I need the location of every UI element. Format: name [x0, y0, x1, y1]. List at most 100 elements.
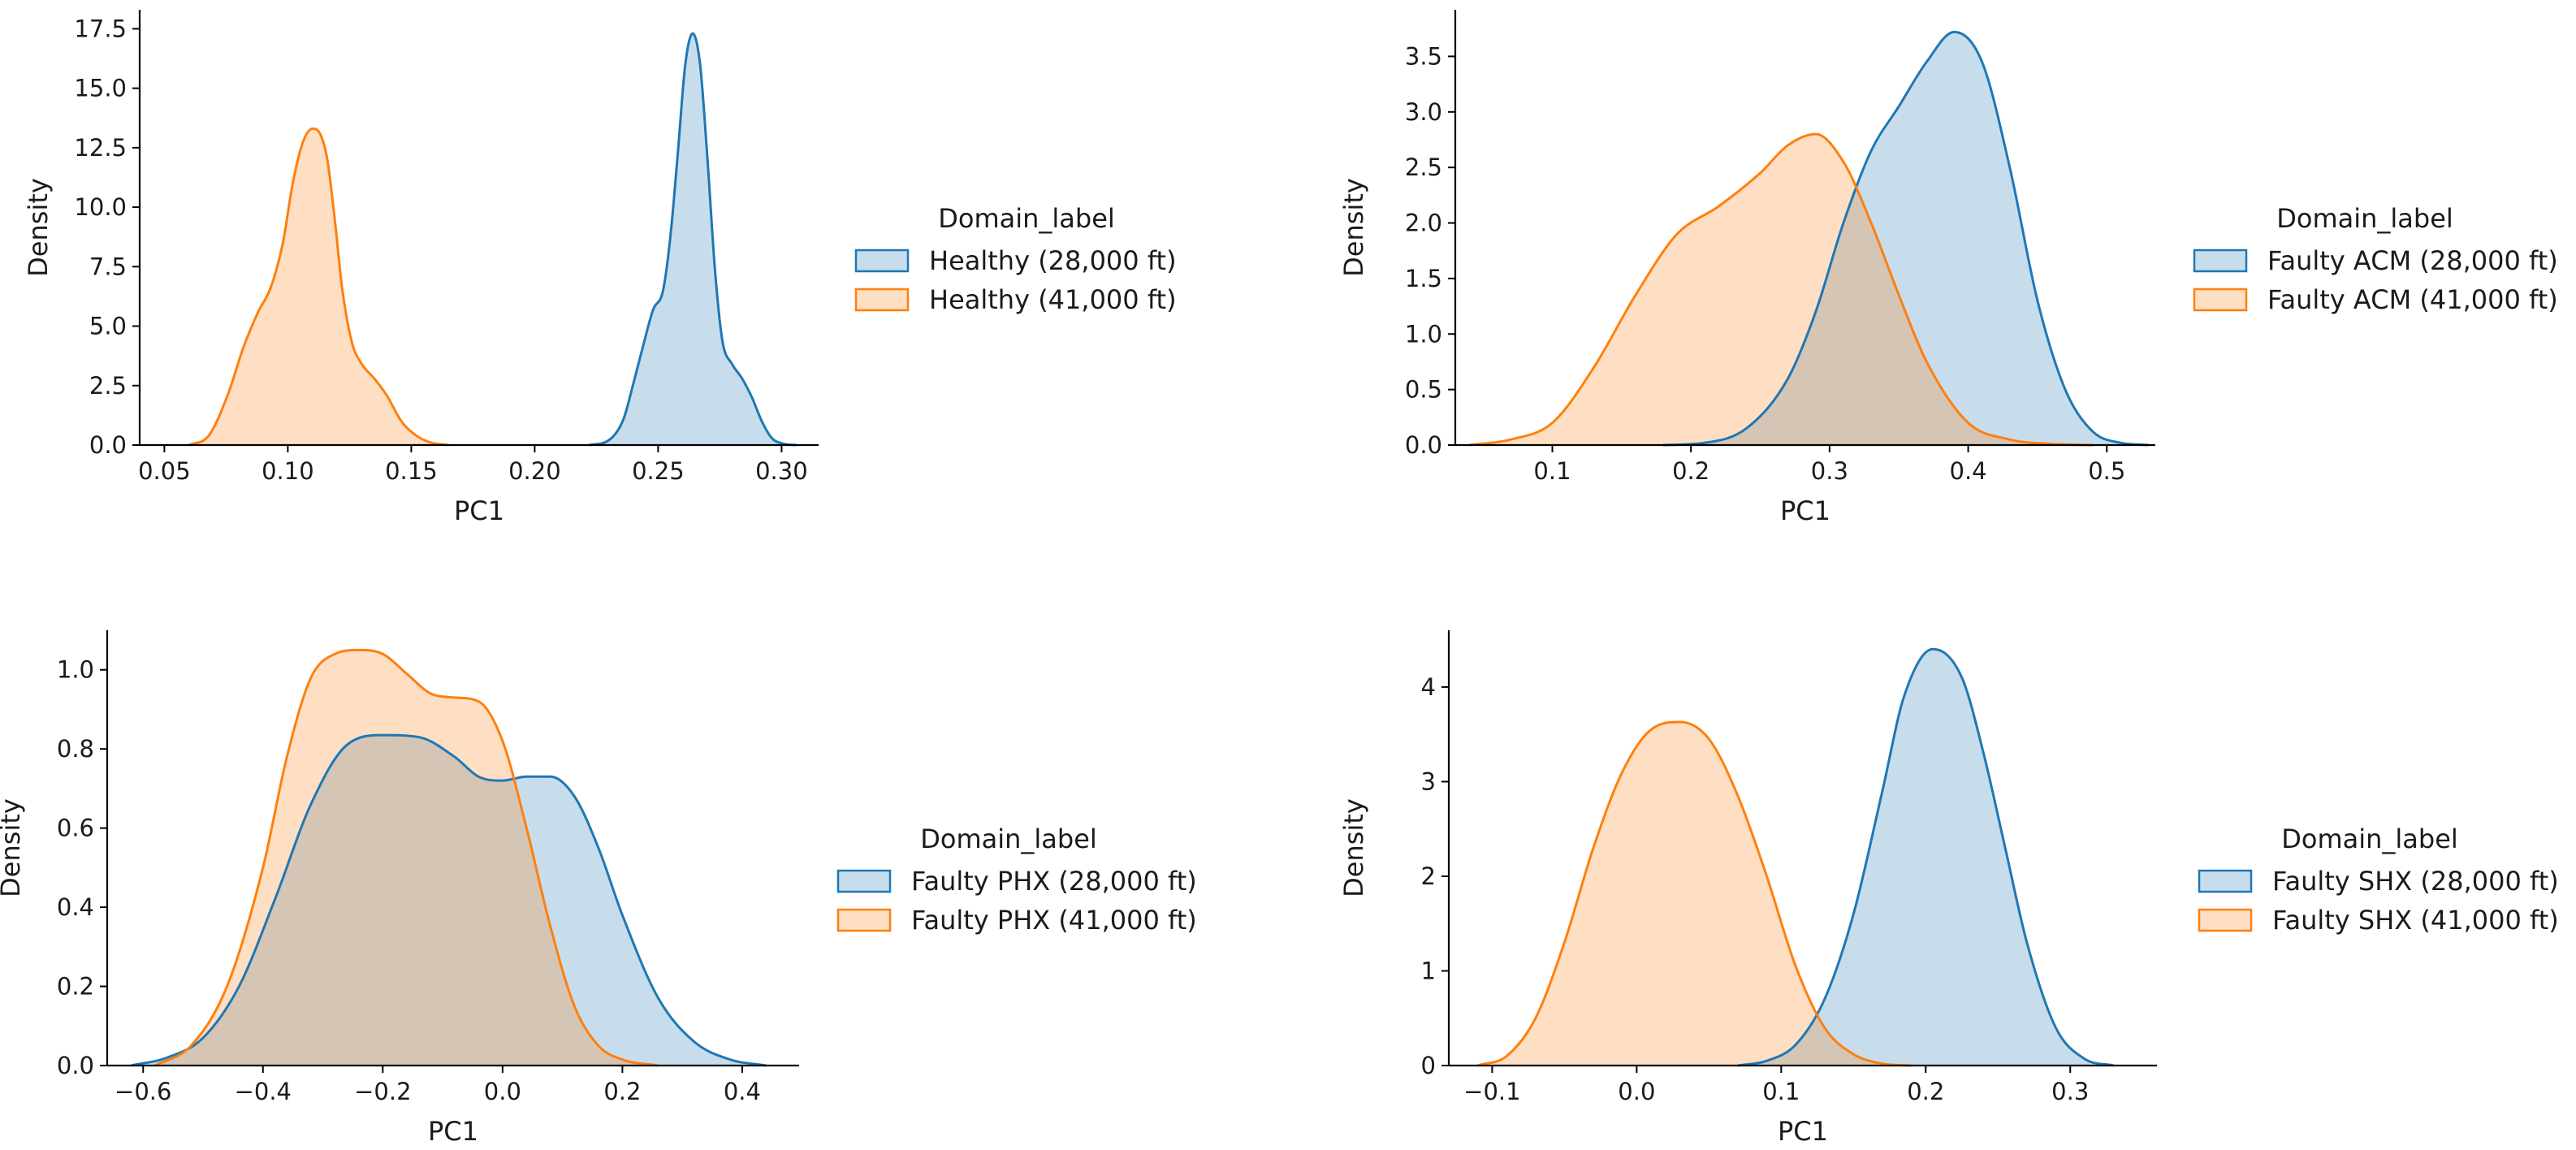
legend: Domain_label Healthy (28,000 ft) Healthy (…	[854, 203, 1177, 315]
legend-swatch-1	[836, 869, 892, 893]
x-tick-label: 0.0	[484, 1078, 521, 1105]
x-axis-label: PC1	[1780, 495, 1830, 526]
kde-area-2	[1469, 134, 2094, 445]
x-tick-label: 0.15	[385, 457, 438, 485]
y-tick-label: 0.8	[57, 735, 94, 763]
kde-area-2	[155, 650, 659, 1066]
legend-label-2: Faulty PHX (41,000 ft)	[911, 905, 1197, 936]
y-tick-label: 2.5	[1405, 153, 1442, 181]
y-tick-label: 15.0	[74, 75, 127, 102]
x-tick-label: 0.10	[261, 457, 314, 485]
legend-title: Domain_label	[920, 824, 1097, 854]
kde-panel-3: −0.6 −0.4 −0.2 0.0 0.2 0.4 0.0 0.2 0.4 0.6 0.8 1.0 P…	[0, 630, 1197, 1147]
legend-label-1: Faulty ACM (28,000 ft)	[2267, 245, 2558, 276]
x-tick-label: −0.1	[1463, 1078, 1520, 1105]
y-tick-label: 1	[1421, 957, 1436, 984]
series-lines	[188, 32, 797, 447]
y-tick-label: 0	[1421, 1052, 1436, 1079]
x-tick-label: 0.05	[138, 457, 191, 485]
kde-line-1	[1737, 647, 2114, 1067]
y-axis-label: Density	[0, 798, 26, 897]
legend-swatch-2	[2193, 288, 2248, 312]
legend-label-1: Faulty PHX (28,000 ft)	[911, 866, 1197, 897]
y-tick-label: 2.5	[89, 372, 127, 400]
x-tick-label: −0.4	[235, 1078, 292, 1105]
y-tick-label: 3.0	[1405, 98, 1442, 126]
kde-area-1	[1663, 32, 2149, 445]
x-tick-label: 0.1	[1762, 1078, 1800, 1105]
kde-line-1	[131, 733, 767, 1067]
legend-title: Domain_label	[938, 203, 1115, 234]
kde-panel-1: 0.05 0.10 0.15 0.20 0.25 0.30 0.0 2.5 5.0 7.5 10.0…	[23, 10, 1177, 526]
y-tick-label: 2	[1421, 862, 1436, 890]
kde-line-2	[188, 127, 449, 447]
series-lines	[131, 648, 767, 1067]
kde-line-2	[154, 648, 659, 1067]
kde-line-2	[1477, 720, 1912, 1067]
kde-panel-4: −0.1 0.0 0.1 0.2 0.3 0 1 2 3 4 PC1 Density Domain_la…	[1338, 630, 2559, 1147]
x-tick-label: 0.1	[1533, 457, 1571, 485]
legend-label-2: Healthy (41,000 ft)	[929, 284, 1177, 315]
y-tick-label: 0.0	[57, 1052, 94, 1079]
x-tick-label: 0.30	[755, 457, 808, 485]
legend-label-1: Healthy (28,000 ft)	[929, 245, 1177, 276]
y-tick-label: 0.0	[89, 431, 127, 459]
y-tick-label: 0.5	[1405, 376, 1442, 404]
x-axis-label: PC1	[454, 495, 504, 526]
x-tick-label: 0.20	[508, 457, 561, 485]
kde-area-2	[188, 128, 449, 445]
legend-swatch-2	[836, 908, 892, 932]
kde-line-1	[1662, 30, 2149, 447]
y-axis-label: Density	[1338, 798, 1369, 897]
y-tick-label: 0.6	[57, 815, 94, 842]
x-tick-label: 0.25	[632, 457, 685, 485]
kde-area-1	[131, 735, 767, 1066]
x-tick-label: 0.3	[2051, 1078, 2089, 1105]
x-tick-label: 0.2	[1907, 1078, 1944, 1105]
x-tick-label: 0.3	[1811, 457, 1848, 485]
x-tick-label: −0.6	[115, 1078, 171, 1105]
x-tick-label: 0.4	[724, 1078, 761, 1105]
y-tick-label: 0.4	[57, 893, 94, 921]
x-tick-label: 0.2	[1672, 457, 1709, 485]
legend: Domain_label Faulty SHX (28,000 ft) Faulty…	[2198, 824, 2559, 936]
y-tick-label: 2.0	[1405, 210, 1442, 237]
y-tick-label: 3	[1421, 767, 1436, 795]
legend-title: Domain_label	[2281, 824, 2458, 854]
y-tick-label: 5.0	[89, 313, 127, 340]
y-tick-label: 4	[1421, 673, 1436, 701]
y-tick-label: 17.5	[74, 15, 127, 42]
y-tick-label: 0.0	[1405, 431, 1442, 459]
kde-area-1	[1737, 649, 2114, 1066]
x-tick-label: −0.2	[354, 1078, 411, 1105]
series-fills	[188, 33, 797, 445]
series-fills	[1469, 32, 2149, 445]
legend-title: Domain_label	[2276, 203, 2453, 234]
legend-swatch-2	[2198, 908, 2253, 932]
kde-area-1	[589, 33, 797, 445]
y-tick-label: 7.5	[89, 253, 127, 280]
kde-line-2	[1468, 132, 2094, 447]
series-fills	[1477, 649, 2114, 1066]
y-tick-label: 1.0	[57, 656, 94, 684]
y-tick-label: 12.5	[74, 134, 127, 162]
y-tick-label: 1.0	[1405, 320, 1442, 348]
y-axis-label: Density	[1338, 178, 1369, 277]
legend-swatch-1	[854, 249, 910, 273]
legend-label-1: Faulty SHX (28,000 ft)	[2272, 866, 2559, 897]
y-tick-label: 1.5	[1405, 265, 1442, 292]
y-axis-label: Density	[23, 178, 54, 277]
legend-swatch-1	[2193, 249, 2248, 273]
x-tick-label: 0.4	[1950, 457, 1987, 485]
y-tick-label: 3.5	[1405, 42, 1442, 70]
legend-swatch-1	[2198, 869, 2253, 893]
series-lines	[1468, 30, 2149, 447]
series-lines	[1477, 647, 2114, 1067]
legend: Domain_label Faulty PHX (28,000 ft) Faulty…	[836, 824, 1197, 936]
legend-swatch-2	[854, 288, 910, 312]
y-tick-label: 0.2	[57, 973, 94, 1001]
x-axis-label: PC1	[428, 1116, 478, 1147]
x-tick-label: 0.5	[2088, 457, 2125, 485]
kde-area-2	[1477, 722, 1912, 1066]
series-fills	[131, 650, 767, 1066]
